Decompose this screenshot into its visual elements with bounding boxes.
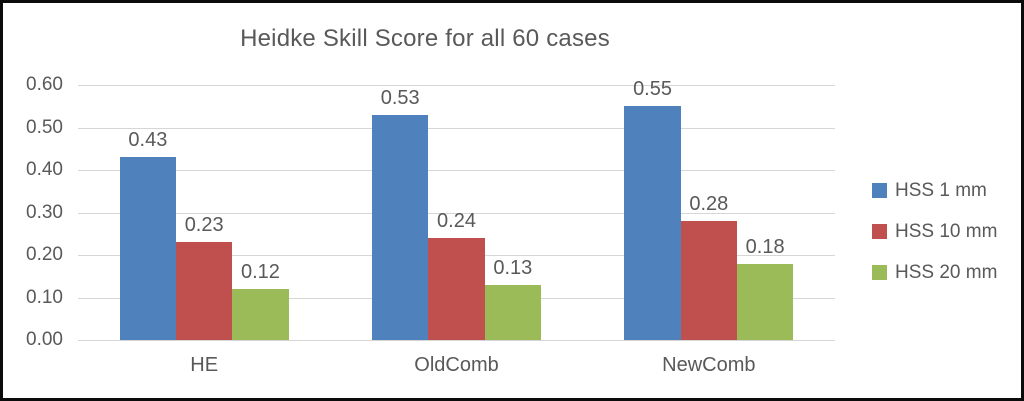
legend-item-hss-1-mm: HSS 1 mm	[872, 170, 997, 211]
data-label-hss-1-mm-oldcomb: 0.53	[380, 86, 420, 109]
category-label-newcomb: NewComb	[662, 354, 756, 376]
legend-label: HSS 10 mm	[895, 220, 998, 242]
ytick-label-0.30: 0.30	[26, 201, 63, 223]
bar-hss-1-mm-newcomb	[624, 106, 681, 340]
bar-hss-20-mm-oldcomb	[484, 284, 541, 340]
bar-hss-20-mm-he	[232, 289, 289, 340]
ytick-label-0.50: 0.50	[26, 116, 63, 138]
gridline-0.30	[78, 212, 835, 214]
plot-area: 0.00 0.10 0.20 0.30 0.40 0.50 0.60 0.43 0.23 0.12…	[26, 75, 835, 350]
ytick-label-0.40: 0.40	[26, 159, 63, 180]
legend-label: HSS 20 mm	[895, 261, 998, 283]
data-label-hss-1-mm-newcomb: 0.55	[633, 78, 672, 101]
bar-hss-10-mm-oldcomb	[428, 238, 485, 340]
ytick-label-0.10: 0.10	[26, 286, 63, 308]
data-label-hss-10-mm-newcomb: 0.28	[689, 193, 729, 215]
data-label-hss-1-mm-he: 0.43	[128, 129, 168, 152]
gridline-0.60	[78, 85, 835, 86]
gridline-0.40	[78, 170, 835, 171]
ytick-label-0.20: 0.20	[26, 244, 63, 265]
legend-item-hss-20-mm: HSS 20 mm	[872, 252, 997, 293]
legend-swatch-icon	[872, 183, 887, 198]
gridline-0.00	[78, 340, 835, 341]
legend-label: HSS 1 mm	[895, 179, 987, 201]
gridline-0.50	[78, 127, 835, 129]
legend-swatch-icon	[872, 224, 887, 239]
data-label-hss-20-mm-he: 0.12	[240, 261, 280, 283]
data-label-hss-10-mm-oldcomb: 0.24	[437, 210, 476, 232]
data-label-hss-10-mm-he: 0.23	[184, 214, 224, 237]
data-label-hss-20-mm-oldcomb: 0.13	[493, 256, 533, 279]
category-label-he: HE	[190, 354, 219, 376]
data-label-hss-20-mm-newcomb: 0.18	[745, 235, 785, 258]
legend-swatch-icon	[872, 265, 887, 280]
bar-hss-10-mm-he	[176, 242, 233, 340]
legend: HSS 1 mm HSS 10 mm HSS 20 mm	[872, 170, 997, 293]
bar-hss-20-mm-newcomb	[736, 263, 794, 340]
category-label-oldcomb: OldComb	[414, 354, 499, 376]
bar-hss-1-mm-he	[119, 157, 176, 340]
legend-item-hss-10-mm: HSS 10 mm	[872, 211, 997, 252]
bar-hss-1-mm-oldcomb	[372, 114, 429, 340]
ytick-label-0.60: 0.60	[26, 74, 63, 95]
chart-title: Heidke Skill Score for all 60 cases	[240, 25, 610, 52]
ytick-label-0.00: 0.00	[26, 329, 63, 350]
bar-hss-10-mm-newcomb	[680, 221, 737, 340]
